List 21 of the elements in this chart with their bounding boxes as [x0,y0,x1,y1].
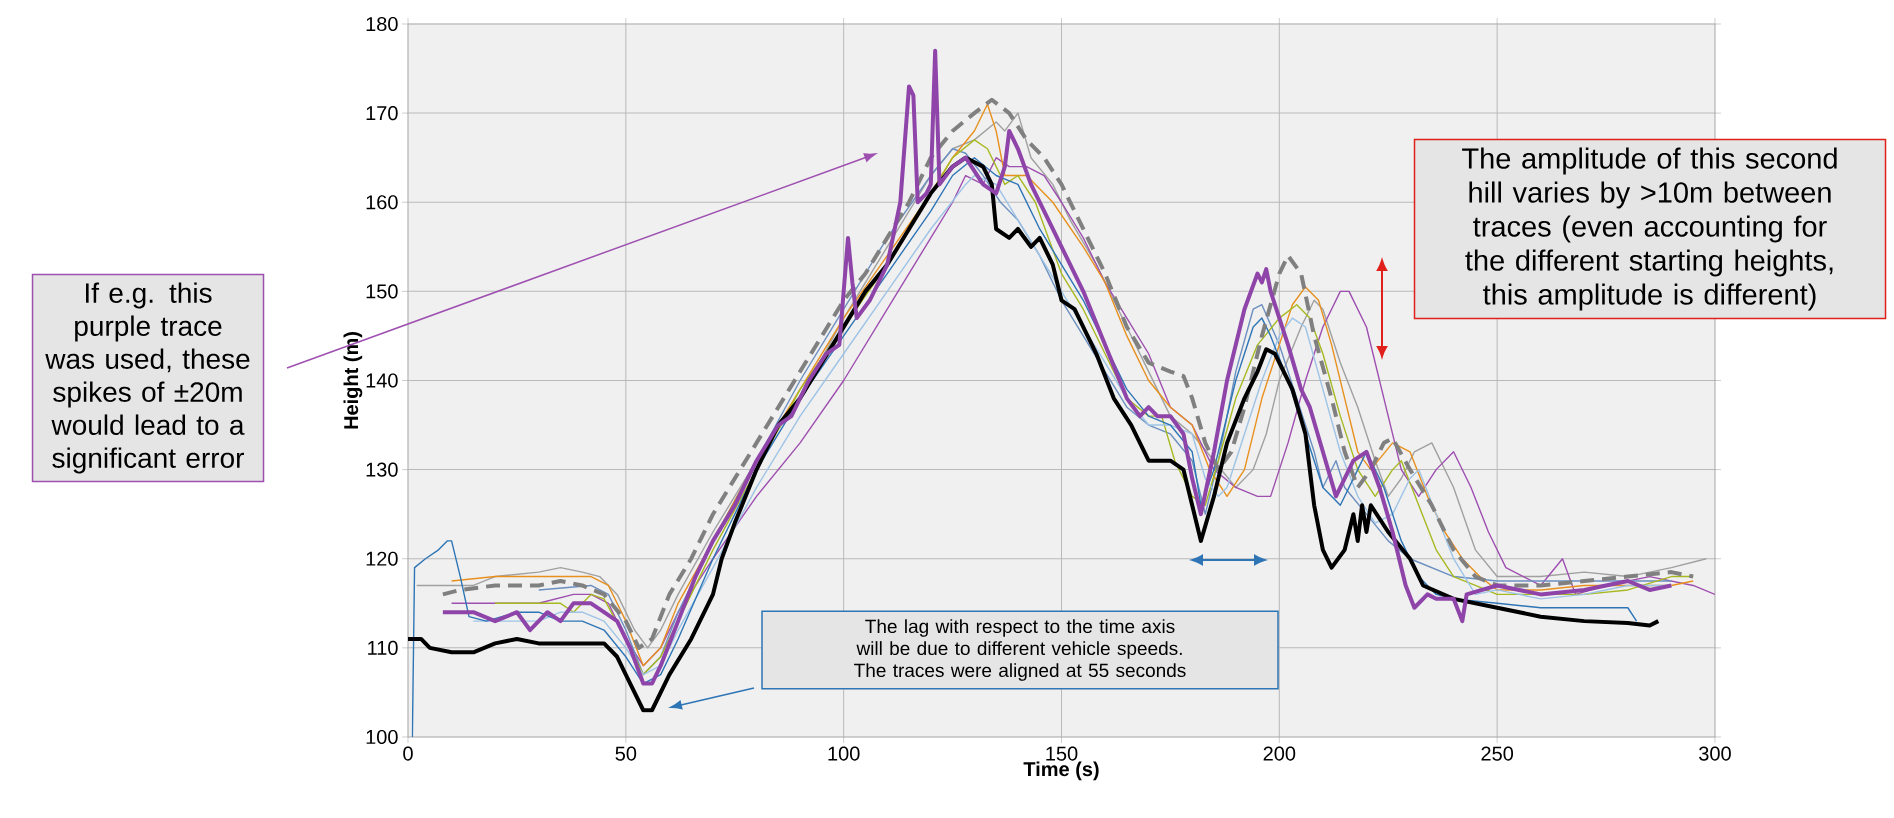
y-tick-label: 140 [366,373,398,388]
annotation: The lag with respect to the time axis will be due to different vehicle speeds. The traces were aligned at 55 seconds [854,619,1186,681]
x-tick-label: 300 [1699,746,1731,761]
y-tick-label: 110 [368,640,398,655]
y-tick-label: 170 [366,106,398,121]
x-tick-label: 0 [403,746,413,761]
x-tick-label: 150 [1046,746,1078,761]
y-tick-label: 150 [366,284,398,299]
x-tick-label: 250 [1481,746,1514,761]
y-tick-label: 160 [366,195,398,210]
text: If e.g. this purple trace was used, these spikes of ±20m would lead to a significant error [45,282,250,474]
annotation: The amplitude of this second hill varies by >10m between traces (even accounting for the different starting heights, this amplitude is different) [1462,147,1837,311]
x-tick-label: 50 [615,746,637,761]
y-tick-label: 100 [366,729,398,745]
y-tick-label: 120 [366,551,398,566]
y-tick-label: 180 [366,16,398,32]
y-axis-title: Height (m) [343,332,363,429]
y-tick-label: 130 [366,462,398,477]
x-axis-title: Time (s) [1023,761,1099,781]
x-tick-label: 200 [1263,746,1296,761]
x-tick-label: 100 [828,746,860,761]
